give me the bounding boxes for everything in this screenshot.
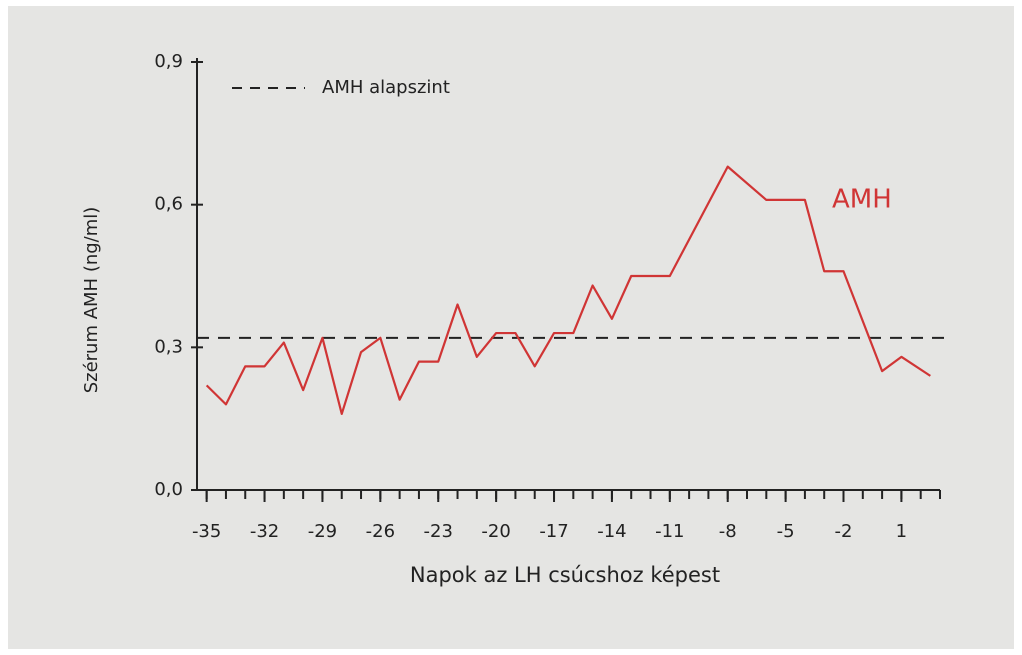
x-tick-label: -29 — [308, 521, 337, 542]
y-tick-label: 0,0 — [154, 479, 183, 500]
y-tick-label: 0,3 — [154, 336, 183, 357]
y-tick-label: 0,6 — [154, 194, 183, 215]
chart: Szérum AMH (ng/ml) Napok az LH csúcshoz … — [0, 0, 1022, 655]
x-tick-label: -35 — [192, 521, 221, 542]
x-axis-label: Napok az LH csúcshoz képest — [410, 563, 720, 587]
x-tick-label: -2 — [835, 521, 853, 542]
x-tick-label: -14 — [597, 521, 626, 542]
y-axis-label: Szérum AMH (ng/ml) — [81, 207, 102, 394]
x-tick-label: -5 — [777, 521, 795, 542]
x-tick-label: -32 — [250, 521, 279, 542]
paper — [8, 6, 1014, 649]
y-tick-label: 0,9 — [154, 51, 183, 72]
x-tick-label: -23 — [424, 521, 453, 542]
x-tick-label: -11 — [655, 521, 684, 542]
x-tick-label: -26 — [366, 521, 395, 542]
x-tick-label: 1 — [896, 521, 907, 542]
series-label: AMH — [832, 185, 892, 215]
legend-label: AMH alapszint — [322, 77, 450, 98]
x-tick-label: -8 — [719, 521, 737, 542]
x-tick-label: -20 — [481, 521, 510, 542]
x-tick-label: -17 — [539, 521, 568, 542]
